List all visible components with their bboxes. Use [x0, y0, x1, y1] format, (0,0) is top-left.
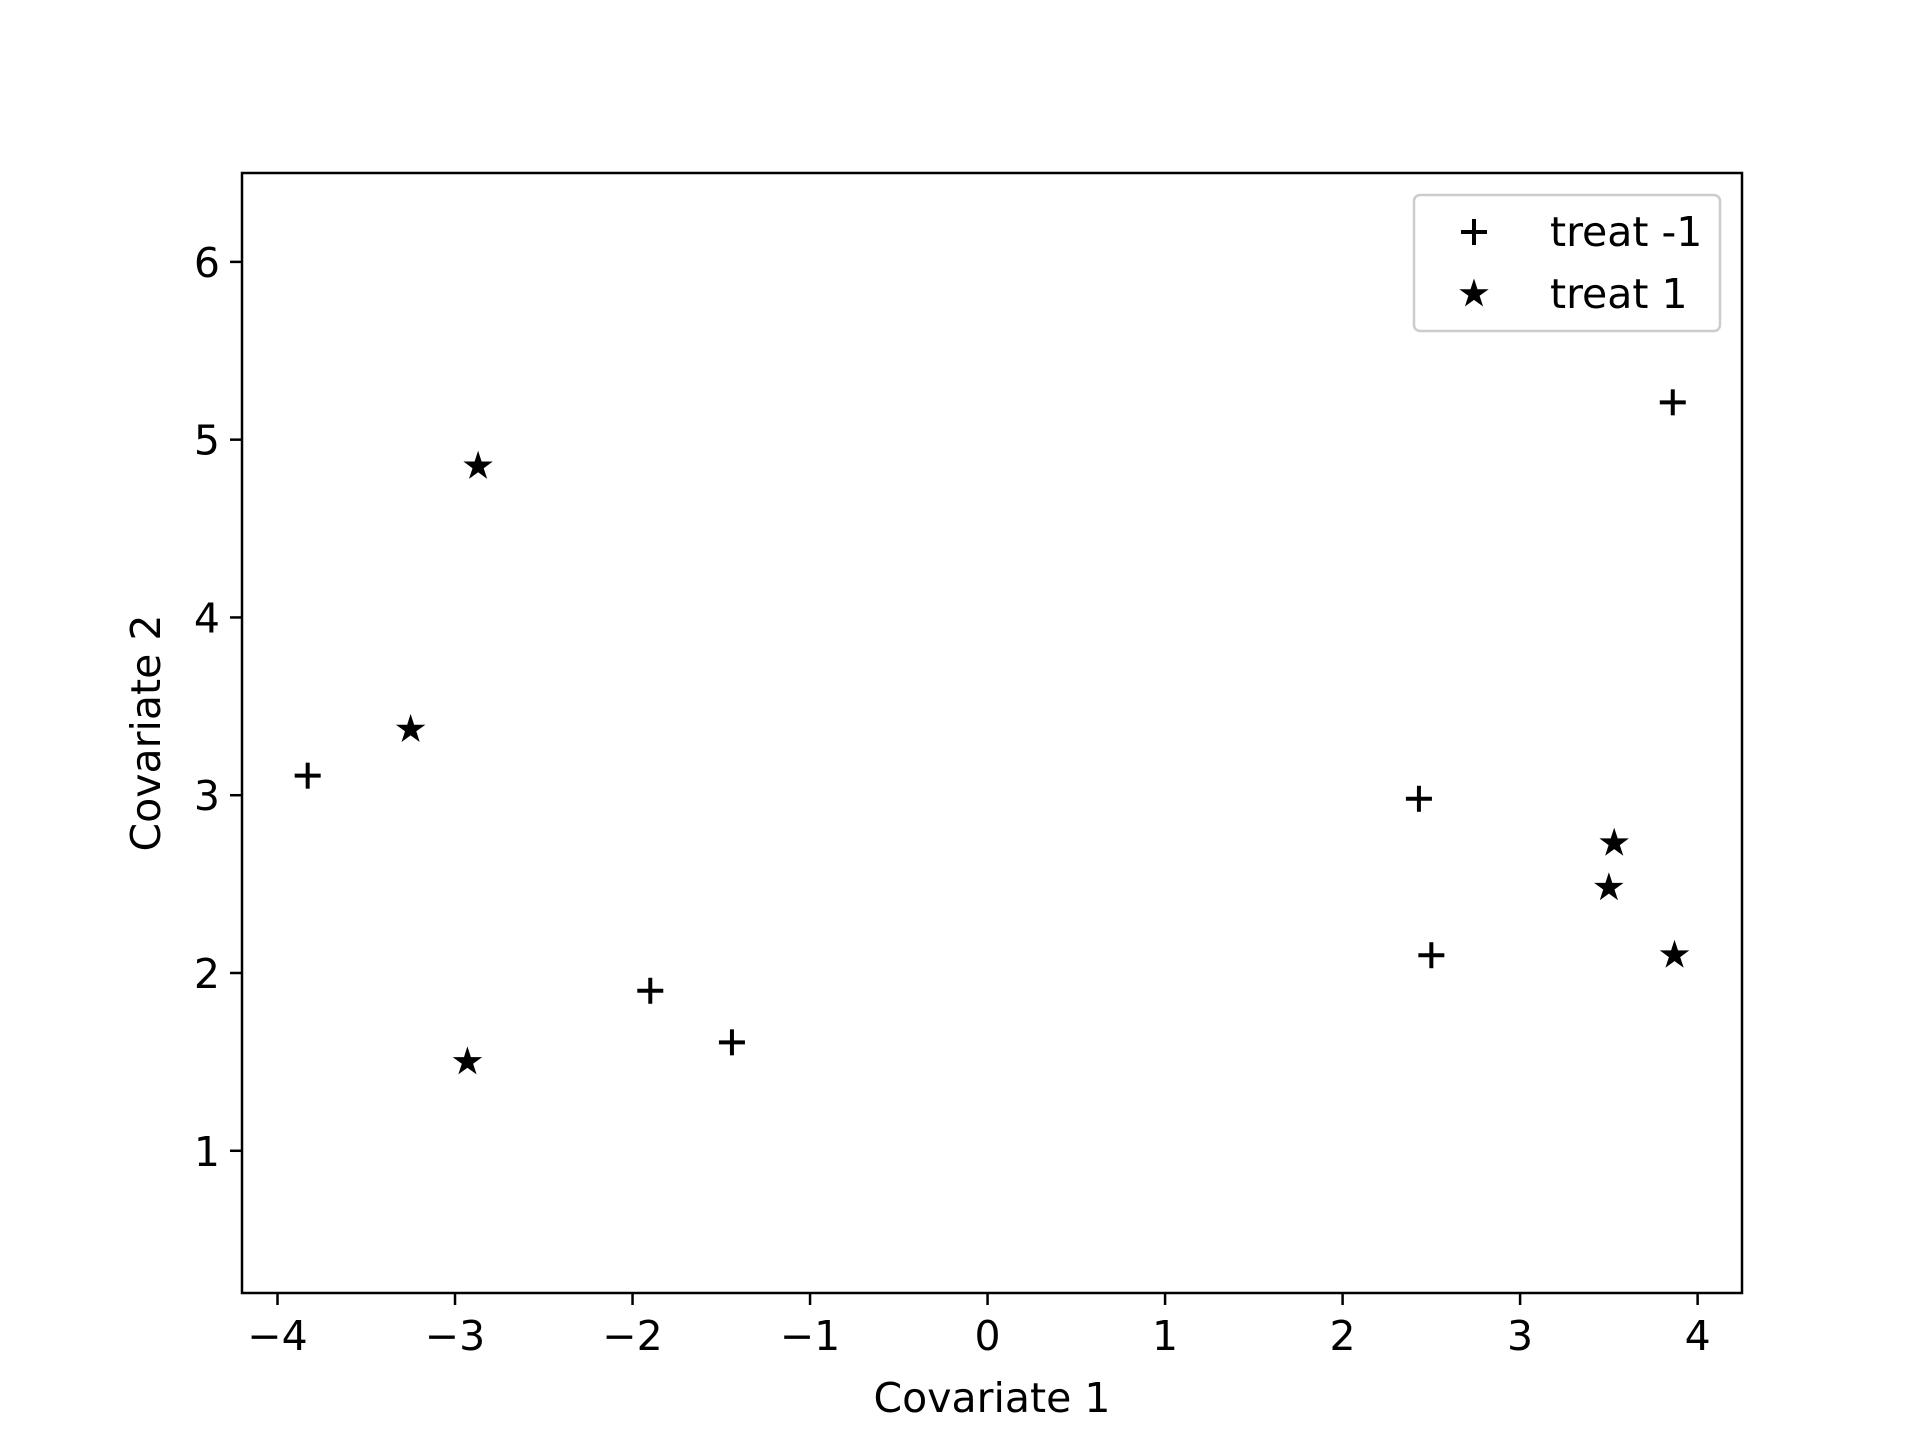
x-axis: −4 −3 −2 −1 0 1 2 3 4 — [247, 1293, 1711, 1360]
y-axis: 1 2 3 4 5 6 — [194, 239, 242, 1176]
series-2 — [395, 450, 1690, 1075]
plus-marker — [1418, 942, 1445, 969]
legend-label: treat -1 — [1550, 208, 1702, 256]
legend-star-icon — [1459, 278, 1489, 307]
x-tick-label: 1 — [1152, 1312, 1178, 1360]
y-tick-label: 5 — [194, 417, 220, 465]
star-marker — [1599, 827, 1629, 856]
series-1 — [294, 389, 1686, 1056]
star-marker — [452, 1046, 483, 1075]
x-tick-label: −4 — [247, 1312, 307, 1360]
legend-label: treat 1 — [1550, 270, 1688, 318]
plot-frame — [240, 171, 1744, 1295]
star-marker — [1659, 939, 1690, 968]
legend: treat -1 treat 1 — [1412, 193, 1722, 333]
plus-marker — [294, 762, 321, 789]
x-axis-label: Covariate 1 — [874, 1374, 1111, 1422]
data-markers — [294, 389, 1690, 1075]
x-tick-label: 0 — [975, 1312, 1001, 1360]
star-marker — [463, 450, 493, 479]
plus-marker — [1659, 389, 1686, 416]
x-tick-label: 3 — [1507, 1312, 1533, 1360]
y-tick-label: 2 — [194, 950, 220, 998]
x-tick-label: 2 — [1330, 1312, 1356, 1360]
plus-marker — [718, 1029, 745, 1056]
x-tick-label: −1 — [780, 1312, 840, 1360]
x-tick-label: −2 — [602, 1312, 662, 1360]
y-axis-label: Covariate 2 — [122, 615, 170, 852]
y-tick-label: 6 — [194, 239, 220, 287]
x-tick-label: 4 — [1685, 1312, 1711, 1360]
y-tick-label: 3 — [194, 772, 220, 820]
legend-box — [1412, 193, 1722, 333]
legend-plus-icon — [1461, 219, 1487, 245]
star-marker — [1594, 872, 1624, 901]
x-tick-label: −3 — [425, 1312, 485, 1360]
y-tick-label: 4 — [194, 594, 220, 642]
y-tick-label: 1 — [194, 1128, 220, 1176]
star-marker — [395, 713, 426, 742]
plus-marker — [637, 977, 664, 1004]
plus-marker — [1405, 785, 1432, 812]
